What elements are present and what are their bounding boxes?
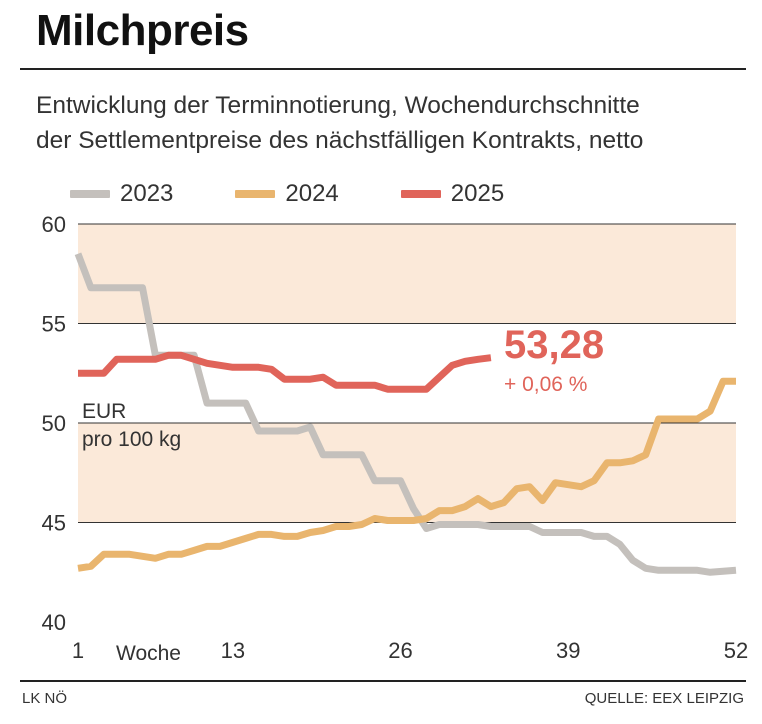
legend-swatch-2025	[400, 190, 441, 198]
series-line-2025	[78, 351, 492, 393]
x-tick-label-1: 1	[72, 638, 84, 663]
shaded-band-0	[78, 423, 736, 523]
chart-title: Milchpreis	[36, 6, 249, 55]
legend-label-2023: 2023	[120, 180, 174, 207]
series-line-2024	[77, 377, 736, 572]
y-tick-label-60: 60	[42, 212, 66, 237]
highlight-change: + 0,06 %	[504, 373, 587, 396]
x-tick-label-52: 52	[724, 638, 748, 663]
legend-item-2024: 2024	[235, 180, 339, 208]
subtitle-line-1: Entwicklung der Terminnotierung, Wochend…	[36, 92, 640, 119]
x-tick-labels: 1 13 26 39 52	[72, 638, 748, 663]
y-tick-label-40: 40	[42, 610, 66, 635]
y-tick-labels: 40 45 50 55 60	[42, 212, 66, 635]
legend-item-2025: 2025	[400, 180, 505, 208]
legend-label-2024: 2024	[285, 180, 339, 207]
legend: 2023 2024 2025	[70, 180, 566, 208]
x-tick-label-13: 13	[221, 638, 245, 663]
y-tick-label-55: 55	[42, 312, 66, 337]
y-axis-label-line-2: pro 100 kg	[82, 428, 181, 451]
footer-rule	[20, 680, 746, 682]
legend-swatch-2023	[70, 190, 110, 198]
y-tick-label-45: 45	[42, 511, 66, 536]
legend-item-2023: 2023	[70, 180, 173, 208]
footer-source-left: LK NÖ	[22, 690, 68, 707]
x-tick-label-26: 26	[388, 638, 412, 663]
y-axis-label-line-1: EUR	[82, 400, 126, 423]
subtitle-line-2: der Settlementpreise des nächstfälligen …	[36, 127, 644, 154]
legend-label-2025: 2025	[450, 180, 505, 207]
x-axis-label: Woche	[116, 642, 181, 665]
legend-swatch-2024	[235, 190, 276, 198]
series-lines	[74, 252, 737, 576]
shaded-band-1	[78, 224, 736, 324]
title-rule	[20, 68, 746, 70]
footer-source-right: QUELLE: EEX LEIPZIG	[584, 690, 744, 707]
highlight-value: 53,28	[504, 323, 604, 367]
y-tick-label-50: 50	[42, 411, 66, 436]
shaded-bands	[78, 224, 736, 523]
chart-subtitle: Entwicklung der Terminnotierung, Wochend…	[36, 88, 756, 158]
x-tick-label-39: 39	[556, 638, 580, 663]
